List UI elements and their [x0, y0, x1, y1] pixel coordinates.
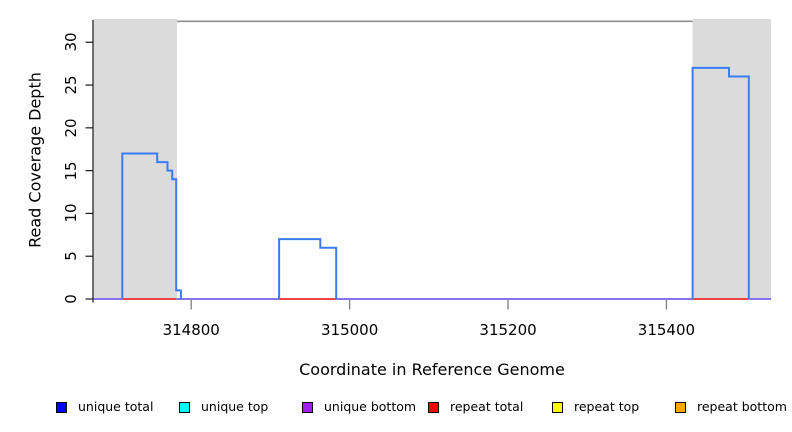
legend-swatch-icon [302, 401, 313, 413]
legend-label: repeat top [574, 399, 640, 414]
legend-item-repeat-top: repeat top [552, 399, 639, 415]
x-tick-label: 315400 [637, 321, 696, 339]
legend-label: unique bottom [324, 399, 417, 414]
legend-swatch-icon [428, 401, 439, 413]
coverage-step-line [278, 238, 338, 299]
legend-swatch-icon [552, 401, 563, 413]
y-tick-label: 15 [62, 161, 80, 181]
legend-item-repeat-bottom: repeat bottom [675, 399, 787, 415]
repeat-region-right [692, 19, 771, 299]
y-tick-label: 0 [62, 294, 80, 304]
y-tick-label: 5 [62, 251, 80, 261]
y-tick-label: 10 [62, 203, 80, 223]
y-axis-title: Read Coverage Depth [25, 72, 45, 248]
legend-label: unique top [201, 399, 269, 414]
x-axis-title: Coordinate in Reference Genome [299, 360, 565, 379]
legend-item-repeat-total: repeat total [428, 399, 523, 415]
x-tick-label: 315200 [479, 321, 537, 339]
legend: unique total unique top unique bottom repea… [0, 399, 792, 417]
legend-label: repeat total [450, 399, 524, 414]
coverage-step-line [691, 66, 750, 299]
y-tick-label: 25 [62, 75, 80, 95]
legend-swatch-icon [56, 401, 67, 413]
legend-swatch-icon [675, 401, 686, 413]
legend-label: unique total [78, 399, 154, 414]
legend-item-unique-bottom: unique bottom [302, 399, 416, 415]
legend-item-unique-top: unique top [179, 399, 268, 415]
y-tick-label: 30 [62, 32, 80, 52]
legend-label: repeat bottom [697, 399, 787, 414]
x-tick-label: 315000 [320, 321, 379, 339]
coverage-step-line [121, 152, 182, 299]
y-tick-label: 20 [62, 118, 80, 138]
legend-item-unique-total: unique total [56, 399, 153, 415]
legend-swatch-icon [179, 401, 190, 413]
repeat-region-left [93, 19, 177, 299]
x-tick-label: 314800 [162, 321, 220, 339]
